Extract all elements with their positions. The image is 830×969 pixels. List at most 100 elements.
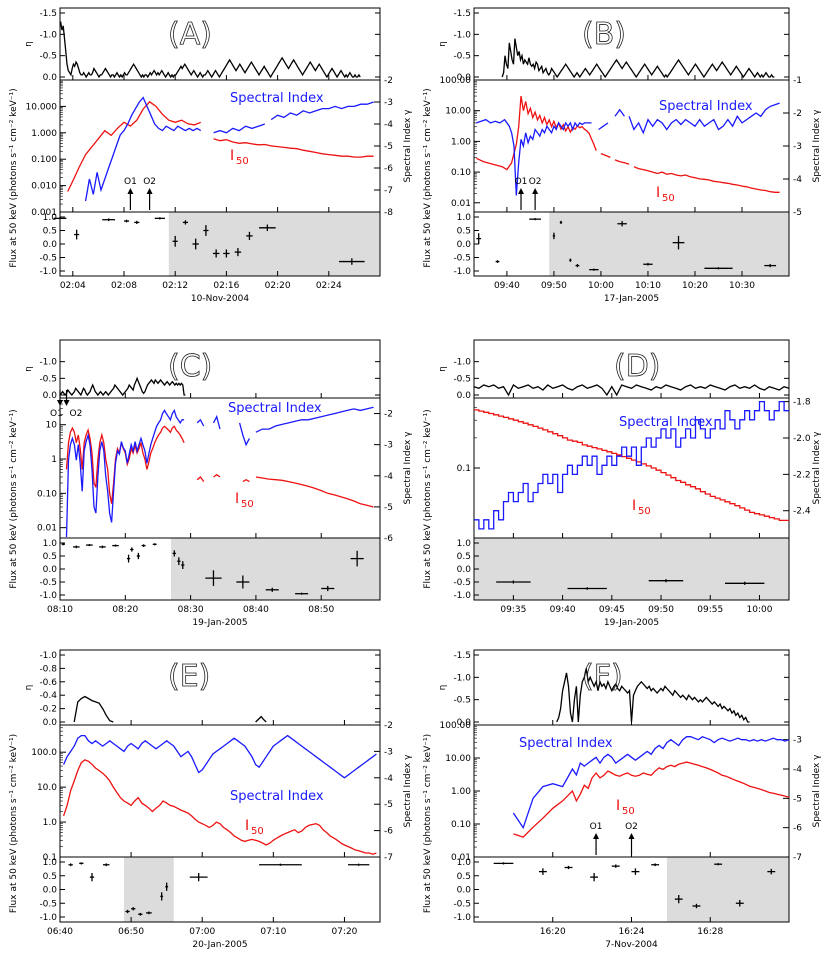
flux-tick-label: 1.00	[451, 137, 471, 147]
spectral-index-series	[63, 734, 377, 779]
eta-bottom-tick-label: 0.5	[457, 552, 471, 562]
flux-tick-label: 0.10	[451, 820, 471, 830]
spectral-index-label: Spectral Index	[659, 99, 753, 114]
flux-tick-label: 1.000	[31, 129, 57, 139]
time-tick-label: 07:20	[331, 927, 357, 937]
flux-tick-label: 0.10	[37, 489, 57, 499]
spectral-index-series	[238, 422, 250, 447]
eta-bottom-tick-label: 0.0	[43, 886, 58, 896]
spectral-index-series	[628, 102, 780, 135]
i50-subscript: 50	[251, 826, 264, 837]
gamma-tick-label: -2.2	[793, 470, 811, 480]
gamma-axis-label: Spectral Index γ	[403, 754, 413, 828]
flux-axis-label: Flux at 50 keV (photons s⁻¹ cm⁻² keV⁻¹)	[423, 734, 433, 913]
flux-axis-label: Flux at 50 keV (photons s⁻¹ cm⁻² keV⁻¹)	[423, 409, 433, 588]
eta-tick-label: -0.5	[39, 374, 57, 384]
time-tick-label: 16:24	[619, 927, 645, 937]
eta-series	[59, 21, 361, 79]
eta-bottom-tick-label: -1.0	[39, 591, 57, 601]
time-tick-label: 10:00	[588, 281, 614, 291]
eta-tick-label: 0.0	[43, 391, 58, 401]
eta-axis-label: η	[438, 41, 448, 47]
spectral-index-series	[84, 96, 202, 202]
date-label: 20-Jan-2005	[192, 940, 247, 950]
time-tick-label: 10:00	[747, 605, 773, 615]
flux-tick-label: 0.1	[457, 464, 471, 474]
eta-tick-label: 0.0	[457, 718, 472, 728]
flux-tick-label: 100.00	[440, 721, 472, 731]
gamma-tick-label: -5	[793, 208, 802, 218]
time-tick-label: 09:40	[550, 605, 576, 615]
flux-tick-label: 0.010	[31, 182, 57, 192]
eta-tick-label: -0.5	[453, 696, 471, 706]
gamma-tick-label: -6	[384, 534, 393, 544]
onset-arrowhead	[63, 400, 70, 406]
spectral-index-series	[196, 418, 205, 427]
i50-subscript: 50	[236, 156, 249, 167]
gamma-axis-label: Spectral Index γ	[403, 109, 413, 183]
panel-letter: (E)	[168, 659, 210, 694]
eta-bottom-tick-label: -1.0	[39, 267, 57, 277]
eta-tick-label: -0.5	[39, 52, 57, 62]
i50-series	[196, 476, 205, 482]
gamma-tick-label: -3	[793, 142, 802, 152]
i50-label: I	[632, 498, 636, 514]
flux-tick-label: 0.100	[31, 155, 57, 165]
time-tick-label: 02:12	[162, 281, 188, 291]
panel-e: -1.0-0.8-0.6-0.4-0.20.0η0.11.010.0100.0-…	[9, 649, 413, 950]
onset-label: O1	[515, 177, 528, 187]
shaded-region	[549, 212, 789, 276]
gamma-tick-label: -6	[793, 824, 802, 834]
eta-bottom-tick-label: 0.5	[43, 872, 57, 882]
flux-tick-label: 10.000	[26, 102, 58, 112]
eta-tick-label: 0.0	[43, 718, 58, 728]
eta-series	[255, 715, 267, 723]
onset-arrowhead	[593, 833, 600, 839]
eta-frame	[59, 649, 381, 726]
eta-bottom-tick-label: -1.0	[453, 591, 471, 601]
eta-tick-label: -0.4	[39, 691, 57, 701]
eta-axis-label: η	[438, 685, 448, 691]
eta-bottom-tick-label: 0.0	[457, 565, 472, 575]
eta-bottom-tick-label: 0.0	[43, 565, 58, 575]
i50-label: I	[245, 818, 249, 834]
flux-tick-label: 100.00	[440, 76, 472, 86]
i50-series	[213, 138, 374, 158]
onset-arrowhead	[146, 188, 153, 194]
eta-tick-label: 0.0	[457, 73, 472, 83]
panel-d: -1.0-0.50.0η0.1-1.8-2.0-2.2-2.4Spectral …	[423, 339, 822, 628]
time-tick-label: 02:08	[111, 281, 137, 291]
onset-label: O2	[143, 177, 156, 187]
eta-tick-label: 0.0	[43, 73, 58, 83]
spectral-index-label: Spectral Index	[619, 415, 713, 430]
flux-axis-label: Flux at 50 keV (photons s⁻¹ cm⁻² keV⁻¹)	[9, 88, 19, 267]
time-tick-label: 02:24	[316, 281, 342, 291]
spectral-index-label: Spectral Index	[519, 736, 613, 751]
gamma-axis-label: Spectral Index γ	[812, 109, 822, 183]
eta-bottom-tick-label: 1.0	[43, 858, 58, 868]
eta-bottom-tick-label: 1.0	[457, 858, 472, 868]
i50-subscript: 50	[622, 806, 635, 817]
time-tick-label: 08:10	[47, 605, 73, 615]
eta-tick-label: -1.5	[453, 651, 471, 661]
eta-bottom-tick-label: 1.0	[457, 213, 472, 223]
panel-a: -1.5 -1.0 -0.5 0.0 η 0.001 0.010 0.100 1.000 10.0…	[9, 7, 413, 304]
time-tick-label: 02:04	[60, 281, 86, 291]
eta-bottom-tick-label: 0.5	[457, 872, 471, 882]
onset-label: O1	[590, 822, 603, 832]
gamma-tick-label: -6	[384, 827, 393, 837]
shaded-region	[171, 538, 380, 600]
gamma-tick-label: -2	[793, 109, 802, 119]
eta-tick-label: -0.5	[453, 374, 471, 384]
panel-letter: (A)	[168, 17, 212, 52]
spectral-index-series	[270, 101, 374, 121]
spectral-index-label: Spectral Index	[230, 789, 324, 804]
eta-axis-label: η	[24, 41, 34, 47]
panel-c: -1.0 -0.5 0.0 η 0.01 0.10 1 10 -2 -3 -4 -5 -6 O1 O2 Spe…	[9, 339, 413, 628]
shaded-region	[124, 857, 174, 922]
i50-series	[474, 409, 789, 522]
date-label: 17-Jan-2005	[604, 294, 659, 304]
time-tick-label: 09:45	[599, 605, 625, 615]
spectral-index-series	[512, 735, 790, 830]
spectral-index-label: Spectral Index	[228, 401, 322, 416]
